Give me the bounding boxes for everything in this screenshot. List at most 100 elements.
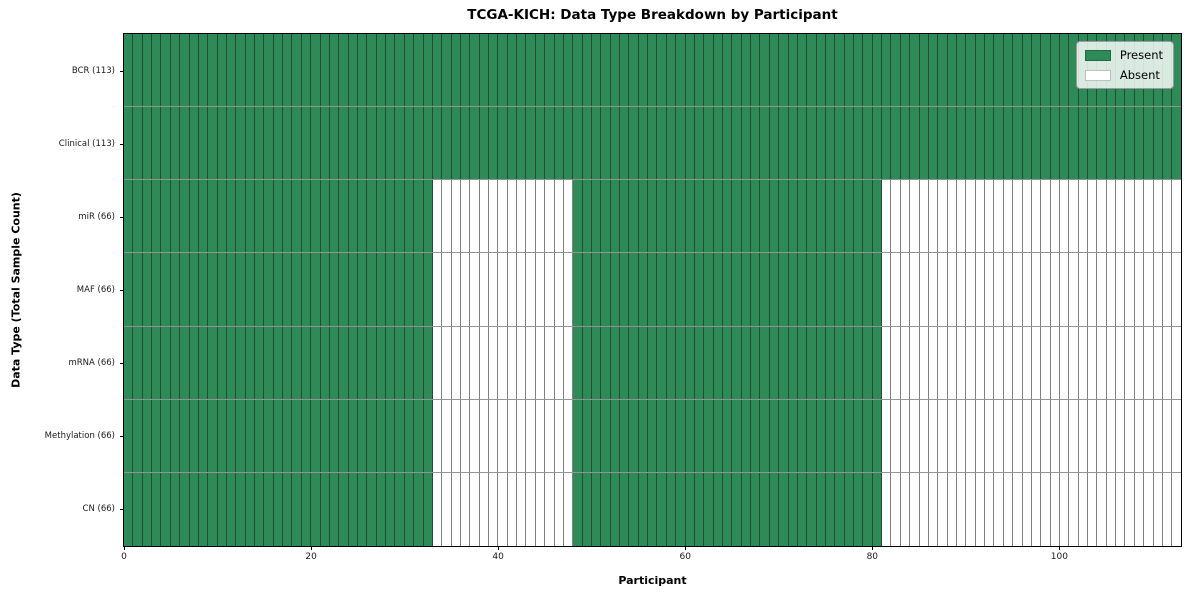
heatmap-cell-present bbox=[170, 472, 181, 546]
heatmap-cell-present bbox=[460, 107, 471, 180]
heatmap-cell-present bbox=[816, 107, 826, 180]
heatmap-cell-present bbox=[320, 399, 330, 472]
heatmap-cell-absent bbox=[1069, 399, 1079, 472]
heatmap-cell-absent bbox=[1022, 472, 1032, 546]
heatmap-cell-absent bbox=[985, 326, 995, 399]
heatmap-cell-present bbox=[376, 472, 387, 546]
heatmap-cell-present bbox=[133, 107, 143, 180]
heatmap-cell-absent bbox=[432, 180, 443, 253]
y-tick-mark bbox=[120, 290, 124, 291]
heatmap-cell-present bbox=[638, 326, 649, 399]
heatmap-cell-absent bbox=[1069, 472, 1079, 546]
heatmap-cell-present bbox=[245, 326, 256, 399]
heatmap-cell-absent bbox=[442, 253, 452, 326]
heatmap-cell-absent bbox=[451, 180, 461, 253]
heatmap-cell-present bbox=[779, 34, 789, 107]
y-tick-label: Clinical (113) bbox=[58, 138, 115, 149]
heatmap-cell-present bbox=[301, 34, 312, 107]
heatmap-cell-present bbox=[582, 399, 592, 472]
heatmap-cell-present bbox=[601, 180, 611, 253]
heatmap-cell-present bbox=[863, 253, 873, 326]
heatmap-cell-absent bbox=[479, 180, 490, 253]
heatmap-cell-present bbox=[1134, 107, 1145, 180]
heatmap-cell-absent bbox=[1172, 326, 1181, 399]
heatmap-cell-absent bbox=[507, 472, 518, 546]
heatmap-cell-present bbox=[760, 180, 770, 253]
heatmap-cell-present bbox=[526, 34, 536, 107]
heatmap-cell-present bbox=[1041, 107, 1051, 180]
heatmap-cell-present bbox=[489, 107, 499, 180]
heatmap-cell-present bbox=[1041, 34, 1051, 107]
heatmap-cell-absent bbox=[1078, 326, 1089, 399]
heatmap-cell-absent bbox=[1172, 253, 1181, 326]
heatmap-cell-present bbox=[694, 180, 705, 253]
heatmap-cell-absent bbox=[1069, 180, 1079, 253]
heatmap-cell-present bbox=[320, 180, 330, 253]
heatmap-cell-present bbox=[208, 34, 218, 107]
heatmap-cell-present bbox=[1116, 107, 1126, 180]
heatmap-cell-present bbox=[732, 107, 742, 180]
heatmap-cell-absent bbox=[994, 180, 1004, 253]
y-tick-mark bbox=[120, 363, 124, 365]
heatmap-row bbox=[124, 180, 1181, 254]
heatmap-cell-present bbox=[245, 253, 256, 326]
heatmap-cell-present bbox=[975, 107, 986, 180]
heatmap-cell-present bbox=[844, 107, 855, 180]
heatmap-cell-present bbox=[591, 472, 602, 546]
heatmap-cell-absent bbox=[1088, 253, 1098, 326]
heatmap-cell-present bbox=[601, 253, 611, 326]
heatmap-cell-present bbox=[236, 180, 246, 253]
heatmap-cell-present bbox=[797, 34, 808, 107]
heatmap-cell-present bbox=[124, 107, 134, 180]
heatmap-cell-present bbox=[395, 180, 405, 253]
heatmap-cell-present bbox=[170, 326, 181, 399]
heatmap-cell-present bbox=[320, 326, 330, 399]
heatmap-cell-absent bbox=[1003, 472, 1014, 546]
heatmap-cell-absent bbox=[507, 399, 518, 472]
heatmap-cell-present bbox=[760, 326, 770, 399]
heatmap-cell-absent bbox=[563, 399, 574, 472]
heatmap-cell-absent bbox=[1097, 399, 1107, 472]
heatmap-cell-present bbox=[723, 107, 733, 180]
heatmap-cell-present bbox=[648, 399, 658, 472]
heatmap-cell-absent bbox=[891, 253, 901, 326]
heatmap-cell-present bbox=[517, 34, 527, 107]
heatmap-cell-present bbox=[610, 326, 621, 399]
heatmap-cell-absent bbox=[900, 253, 911, 326]
heatmap-cell-present bbox=[395, 326, 405, 399]
heatmap-cell-present bbox=[124, 399, 134, 472]
heatmap-cell-present bbox=[320, 107, 330, 180]
heatmap-cell-present bbox=[741, 34, 752, 107]
heatmap-cell-absent bbox=[507, 180, 518, 253]
heatmap-cell-present bbox=[292, 180, 302, 253]
heatmap-cell-present bbox=[283, 253, 293, 326]
heatmap-cell-present bbox=[133, 326, 143, 399]
heatmap-cell-present bbox=[320, 253, 330, 326]
heatmap-cell-absent bbox=[498, 253, 508, 326]
heatmap-cell-present bbox=[292, 472, 302, 546]
heatmap-cell-present bbox=[723, 180, 733, 253]
heatmap-cell-present bbox=[264, 180, 274, 253]
heatmap-cell-present bbox=[807, 472, 817, 546]
heatmap-cell-present bbox=[423, 472, 433, 546]
heatmap-cell-present bbox=[208, 399, 218, 472]
heatmap-cell-present bbox=[1144, 107, 1154, 180]
heatmap-cell-absent bbox=[563, 472, 574, 546]
heatmap-cell-present bbox=[638, 180, 649, 253]
heatmap-cell-present bbox=[189, 34, 199, 107]
heatmap-cell-absent bbox=[956, 326, 967, 399]
heatmap-cell-present bbox=[329, 34, 340, 107]
heatmap-cell-absent bbox=[1031, 180, 1042, 253]
heatmap-cell-absent bbox=[891, 180, 901, 253]
heatmap-cell-absent bbox=[1172, 180, 1181, 253]
heatmap-cell-present bbox=[956, 107, 967, 180]
heatmap-cell-present bbox=[367, 326, 377, 399]
heatmap-cell-absent bbox=[1041, 399, 1051, 472]
x-tick-mark bbox=[311, 546, 313, 550]
heatmap-cell-present bbox=[367, 472, 377, 546]
heatmap-cell-present bbox=[386, 326, 396, 399]
heatmap-cell-absent bbox=[442, 472, 452, 546]
heatmap-cell-absent bbox=[919, 180, 929, 253]
heatmap-cell-absent bbox=[526, 253, 536, 326]
heatmap-cell-present bbox=[741, 399, 752, 472]
